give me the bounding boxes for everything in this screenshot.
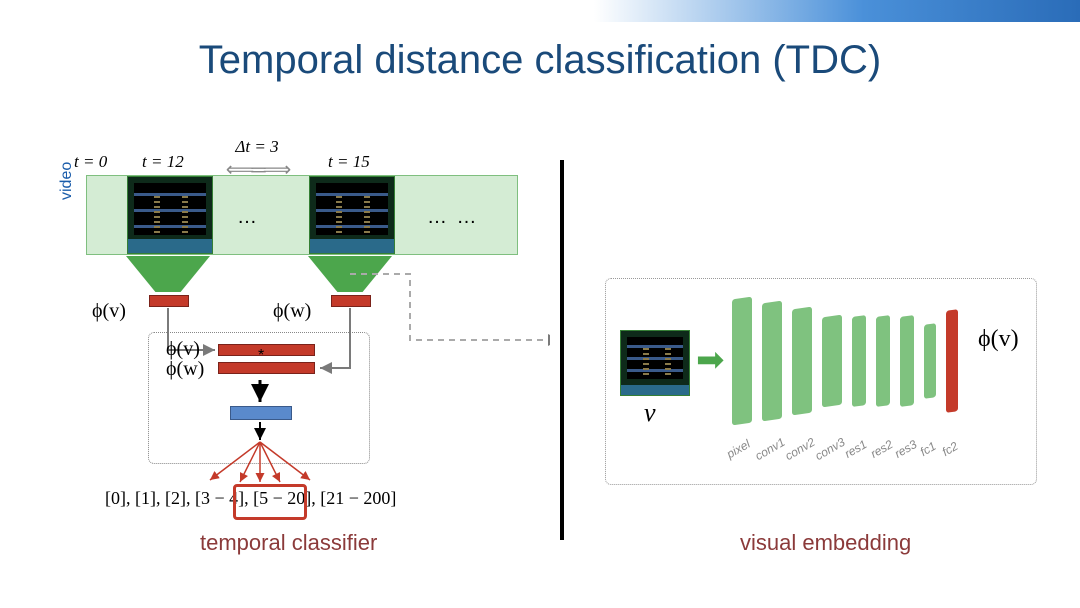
layer-fc2 <box>946 309 958 413</box>
frame-w <box>309 176 395 254</box>
encoder-v <box>126 256 210 292</box>
header-gradient <box>0 0 1080 22</box>
layer-conv1 <box>762 301 782 422</box>
layer-res1 <box>852 315 866 407</box>
layer-res2 <box>876 315 890 407</box>
phi-w-label: ϕ(w) <box>273 300 311 323</box>
temporal-classifier-label: temporal classifier <box>200 530 377 556</box>
highlight-3-4 <box>233 484 307 520</box>
v-label: v <box>644 398 656 428</box>
vertical-divider <box>560 160 564 540</box>
embed-w-bar <box>331 295 371 307</box>
embed-v-bar <box>149 295 189 307</box>
dots-2: … … <box>427 206 479 229</box>
phi-v-label: ϕ(v) <box>92 300 126 323</box>
layer-res3 <box>900 315 914 407</box>
phi-v-output: ϕ(v) <box>978 326 1019 353</box>
layer-pixel <box>732 297 752 426</box>
t0-label: t = 0 <box>74 152 107 172</box>
temporal-classifier-panel: video t = 0 t = 12 t = 15 Δt = 3 ⟸═⟹ … <box>50 140 550 570</box>
visual-embedding-label: visual embedding <box>740 530 911 556</box>
arrow-icon: ➡ <box>696 340 725 380</box>
video-strip: … … … <box>86 175 518 255</box>
dots-1: … <box>237 206 259 229</box>
merged-w-bar <box>218 362 315 374</box>
visual-embedding-panel: v ➡ ϕ(v) pixel conv1 conv2 conv3 res1 re… <box>580 140 1060 570</box>
merged-v-bar <box>218 344 315 356</box>
t15-label: t = 15 <box>328 152 370 172</box>
page-title: Temporal distance classification (TDC) <box>0 38 1080 83</box>
classifier-bar <box>230 406 292 420</box>
input-frame-v <box>620 330 690 396</box>
layer-fc1 <box>924 323 936 399</box>
layer-conv3 <box>822 315 842 408</box>
encoder-w <box>308 256 392 292</box>
star-label: * <box>258 347 264 365</box>
layer-conv2 <box>792 307 812 416</box>
t12-label: t = 12 <box>142 152 184 172</box>
frame-v <box>127 176 213 254</box>
phi-w2-label: ϕ(w) <box>166 358 204 381</box>
